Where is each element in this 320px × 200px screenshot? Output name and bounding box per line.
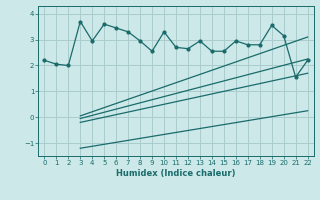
X-axis label: Humidex (Indice chaleur): Humidex (Indice chaleur) <box>116 169 236 178</box>
